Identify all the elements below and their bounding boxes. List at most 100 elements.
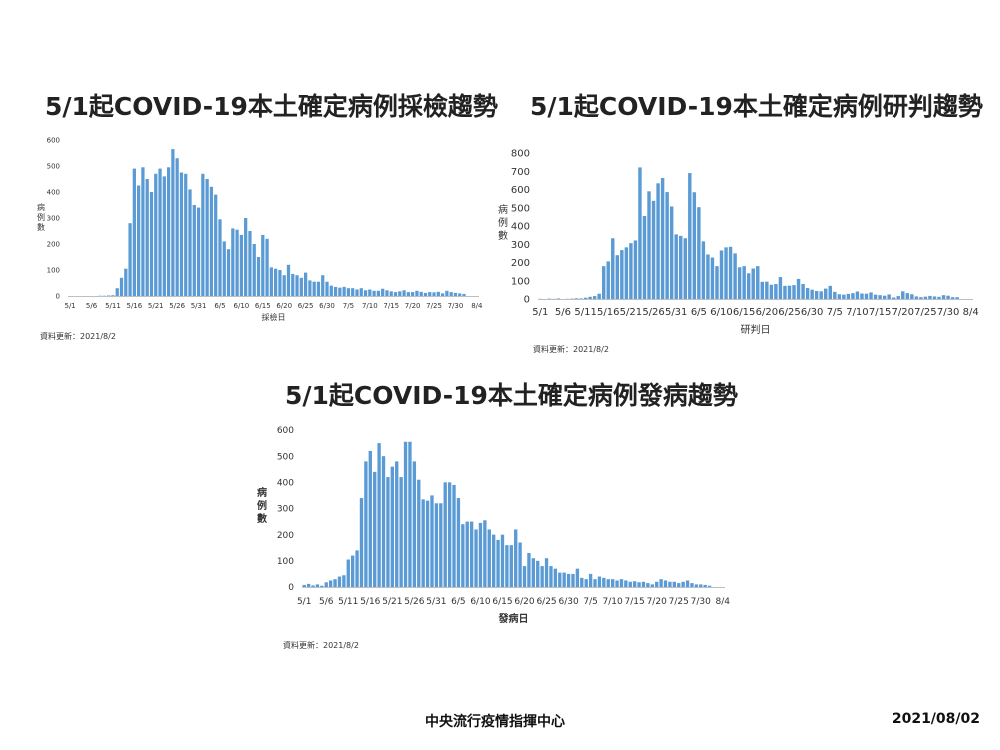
bar-diagnosis-7/11 bbox=[860, 293, 864, 299]
bar-diagnosis-6/28 bbox=[801, 284, 805, 299]
x-tick-diagnosis-5/31: 5/31 bbox=[665, 307, 687, 318]
bar-onset-6/13 bbox=[492, 534, 496, 587]
x-tick-diagnosis-7/10: 7/10 bbox=[846, 307, 868, 318]
bar-onset-6/17 bbox=[509, 545, 513, 587]
bar-onset-6/18 bbox=[514, 529, 518, 587]
x-tick-sampling-6/25: 6/25 bbox=[298, 302, 314, 310]
bar-diagnosis-5/19 bbox=[620, 250, 624, 299]
bar-sampling-8/1 bbox=[462, 293, 466, 296]
y-tick-diagnosis-800: 800 bbox=[511, 149, 530, 160]
bar-sampling-7/31 bbox=[458, 293, 462, 296]
bar-sampling-6/8 bbox=[231, 228, 235, 296]
bar-sampling-6/7 bbox=[226, 249, 231, 296]
bar-onset-6/14 bbox=[496, 539, 500, 587]
bar-onset-5/3 bbox=[311, 585, 315, 587]
bar-diagnosis-7/6 bbox=[837, 294, 842, 299]
x-tick-onset-8/4: 8/4 bbox=[716, 597, 731, 607]
bar-onset-5/25 bbox=[408, 441, 412, 587]
chart-title-sampling: 5/1起COVID-19本土確定病例採檢趨勢 bbox=[45, 92, 498, 121]
bar-diagnosis-6/9 bbox=[715, 266, 719, 299]
bar-onset-5/10 bbox=[342, 575, 346, 587]
x-tick-diagnosis-7/15: 7/15 bbox=[869, 307, 891, 318]
bar-onset-7/12 bbox=[619, 579, 624, 587]
chart-title-diagnosis: 5/1起COVID-19本土確定病例研判趨勢 bbox=[530, 92, 983, 121]
bar-onset-5/27 bbox=[417, 479, 421, 587]
x-axis-title-diagnosis: 研判日 bbox=[741, 324, 771, 336]
bar-sampling-6/9 bbox=[235, 229, 239, 296]
bar-onset-6/21 bbox=[527, 552, 531, 587]
x-tick-sampling-5/16: 5/16 bbox=[126, 302, 142, 310]
bar-onset-6/30 bbox=[566, 573, 571, 587]
y-tick-sampling-200: 200 bbox=[47, 240, 60, 248]
y-tick-sampling-100: 100 bbox=[47, 266, 60, 274]
bar-sampling-6/13 bbox=[252, 244, 256, 296]
bar-sampling-7/11 bbox=[372, 290, 376, 296]
bar-sampling-6/18 bbox=[274, 268, 278, 296]
bar-onset-6/23 bbox=[536, 560, 540, 587]
bar-onset-6/9 bbox=[474, 529, 478, 587]
bar-onset-6/28 bbox=[558, 572, 562, 587]
bar-onset-5/7 bbox=[328, 580, 333, 587]
bar-diagnosis-6/23 bbox=[778, 277, 783, 299]
x-tick-sampling-6/5: 6/5 bbox=[214, 302, 225, 310]
bar-diagnosis-5/26 bbox=[651, 200, 656, 299]
x-tick-onset-7/15: 7/15 bbox=[625, 597, 645, 607]
bar-diagnosis-7/16 bbox=[882, 295, 887, 299]
bar-diagnosis-7/20 bbox=[901, 291, 905, 299]
x-tick-diagnosis-5/26: 5/26 bbox=[642, 307, 664, 318]
bar-onset-7/31 bbox=[703, 584, 707, 587]
bar-sampling-6/11 bbox=[244, 218, 248, 296]
bar-diagnosis-5/23 bbox=[638, 167, 642, 299]
bar-onset-5/26 bbox=[412, 461, 417, 587]
bar-sampling-7/2 bbox=[333, 286, 338, 296]
bar-onset-6/2 bbox=[443, 482, 447, 587]
x-axis-title-sampling: 採檢日 bbox=[262, 312, 286, 322]
bar-sampling-5/19 bbox=[145, 179, 149, 296]
x-tick-onset-7/5: 7/5 bbox=[583, 597, 597, 607]
x-tick-onset-7/10: 7/10 bbox=[603, 597, 623, 607]
update-note-diagnosis: 資料更新：2021/8/2 bbox=[533, 345, 609, 354]
bar-diagnosis-7/10 bbox=[855, 291, 860, 299]
bar-diagnosis-5/27 bbox=[656, 183, 660, 299]
x-tick-diagnosis-6/30: 6/30 bbox=[801, 307, 823, 318]
bar-sampling-7/27 bbox=[440, 293, 445, 296]
x-tick-diagnosis-5/6: 5/6 bbox=[555, 307, 571, 318]
bar-onset-6/12 bbox=[487, 529, 491, 587]
x-tick-sampling-6/10: 6/10 bbox=[234, 302, 250, 310]
bar-onset-7/5 bbox=[588, 573, 593, 587]
bar-sampling-5/27 bbox=[179, 172, 184, 296]
x-tick-sampling-5/1: 5/1 bbox=[65, 302, 76, 310]
bar-diagnosis-6/21 bbox=[769, 284, 774, 299]
x-tick-diagnosis-7/5: 7/5 bbox=[827, 307, 843, 318]
x-tick-diagnosis-5/21: 5/21 bbox=[620, 307, 642, 318]
y-tick-sampling-300: 300 bbox=[47, 214, 60, 222]
bar-sampling-6/24 bbox=[299, 277, 303, 296]
bar-sampling-7/3 bbox=[338, 287, 342, 296]
bar-onset-6/19 bbox=[518, 542, 522, 587]
x-tick-onset-5/6: 5/6 bbox=[319, 597, 334, 607]
bar-sampling-5/21 bbox=[154, 173, 158, 296]
bar-onset-7/27 bbox=[685, 580, 690, 587]
bar-sampling-5/30 bbox=[192, 205, 196, 296]
bar-onset-5/13 bbox=[355, 550, 359, 587]
bar-diagnosis-6/26 bbox=[792, 285, 796, 299]
bar-diagnosis-7/5 bbox=[833, 291, 837, 299]
bar-onset-7/13 bbox=[624, 580, 628, 587]
bar-sampling-7/8 bbox=[359, 288, 363, 296]
bar-diagnosis-6/12 bbox=[728, 246, 733, 299]
x-tick-onset-5/21: 5/21 bbox=[382, 597, 402, 607]
x-tick-diagnosis-5/11: 5/11 bbox=[574, 307, 596, 318]
x-tick-onset-5/16: 5/16 bbox=[360, 597, 380, 607]
bar-diagnosis-7/15 bbox=[878, 295, 882, 299]
bar-onset-7/29 bbox=[694, 584, 699, 587]
bar-sampling-6/21 bbox=[286, 264, 291, 296]
bar-sampling-6/23 bbox=[295, 275, 299, 296]
x-tick-onset-5/31: 5/31 bbox=[426, 597, 446, 607]
bar-sampling-5/13 bbox=[119, 277, 124, 296]
bar-diagnosis-6/20 bbox=[765, 281, 769, 299]
x-tick-diagnosis-5/16: 5/16 bbox=[597, 307, 619, 318]
bar-diagnosis-7/19 bbox=[896, 296, 900, 299]
bar-diagnosis-6/11 bbox=[724, 247, 728, 299]
bar-diagnosis-7/29 bbox=[941, 295, 946, 299]
x-tick-onset-6/30: 6/30 bbox=[558, 597, 578, 607]
